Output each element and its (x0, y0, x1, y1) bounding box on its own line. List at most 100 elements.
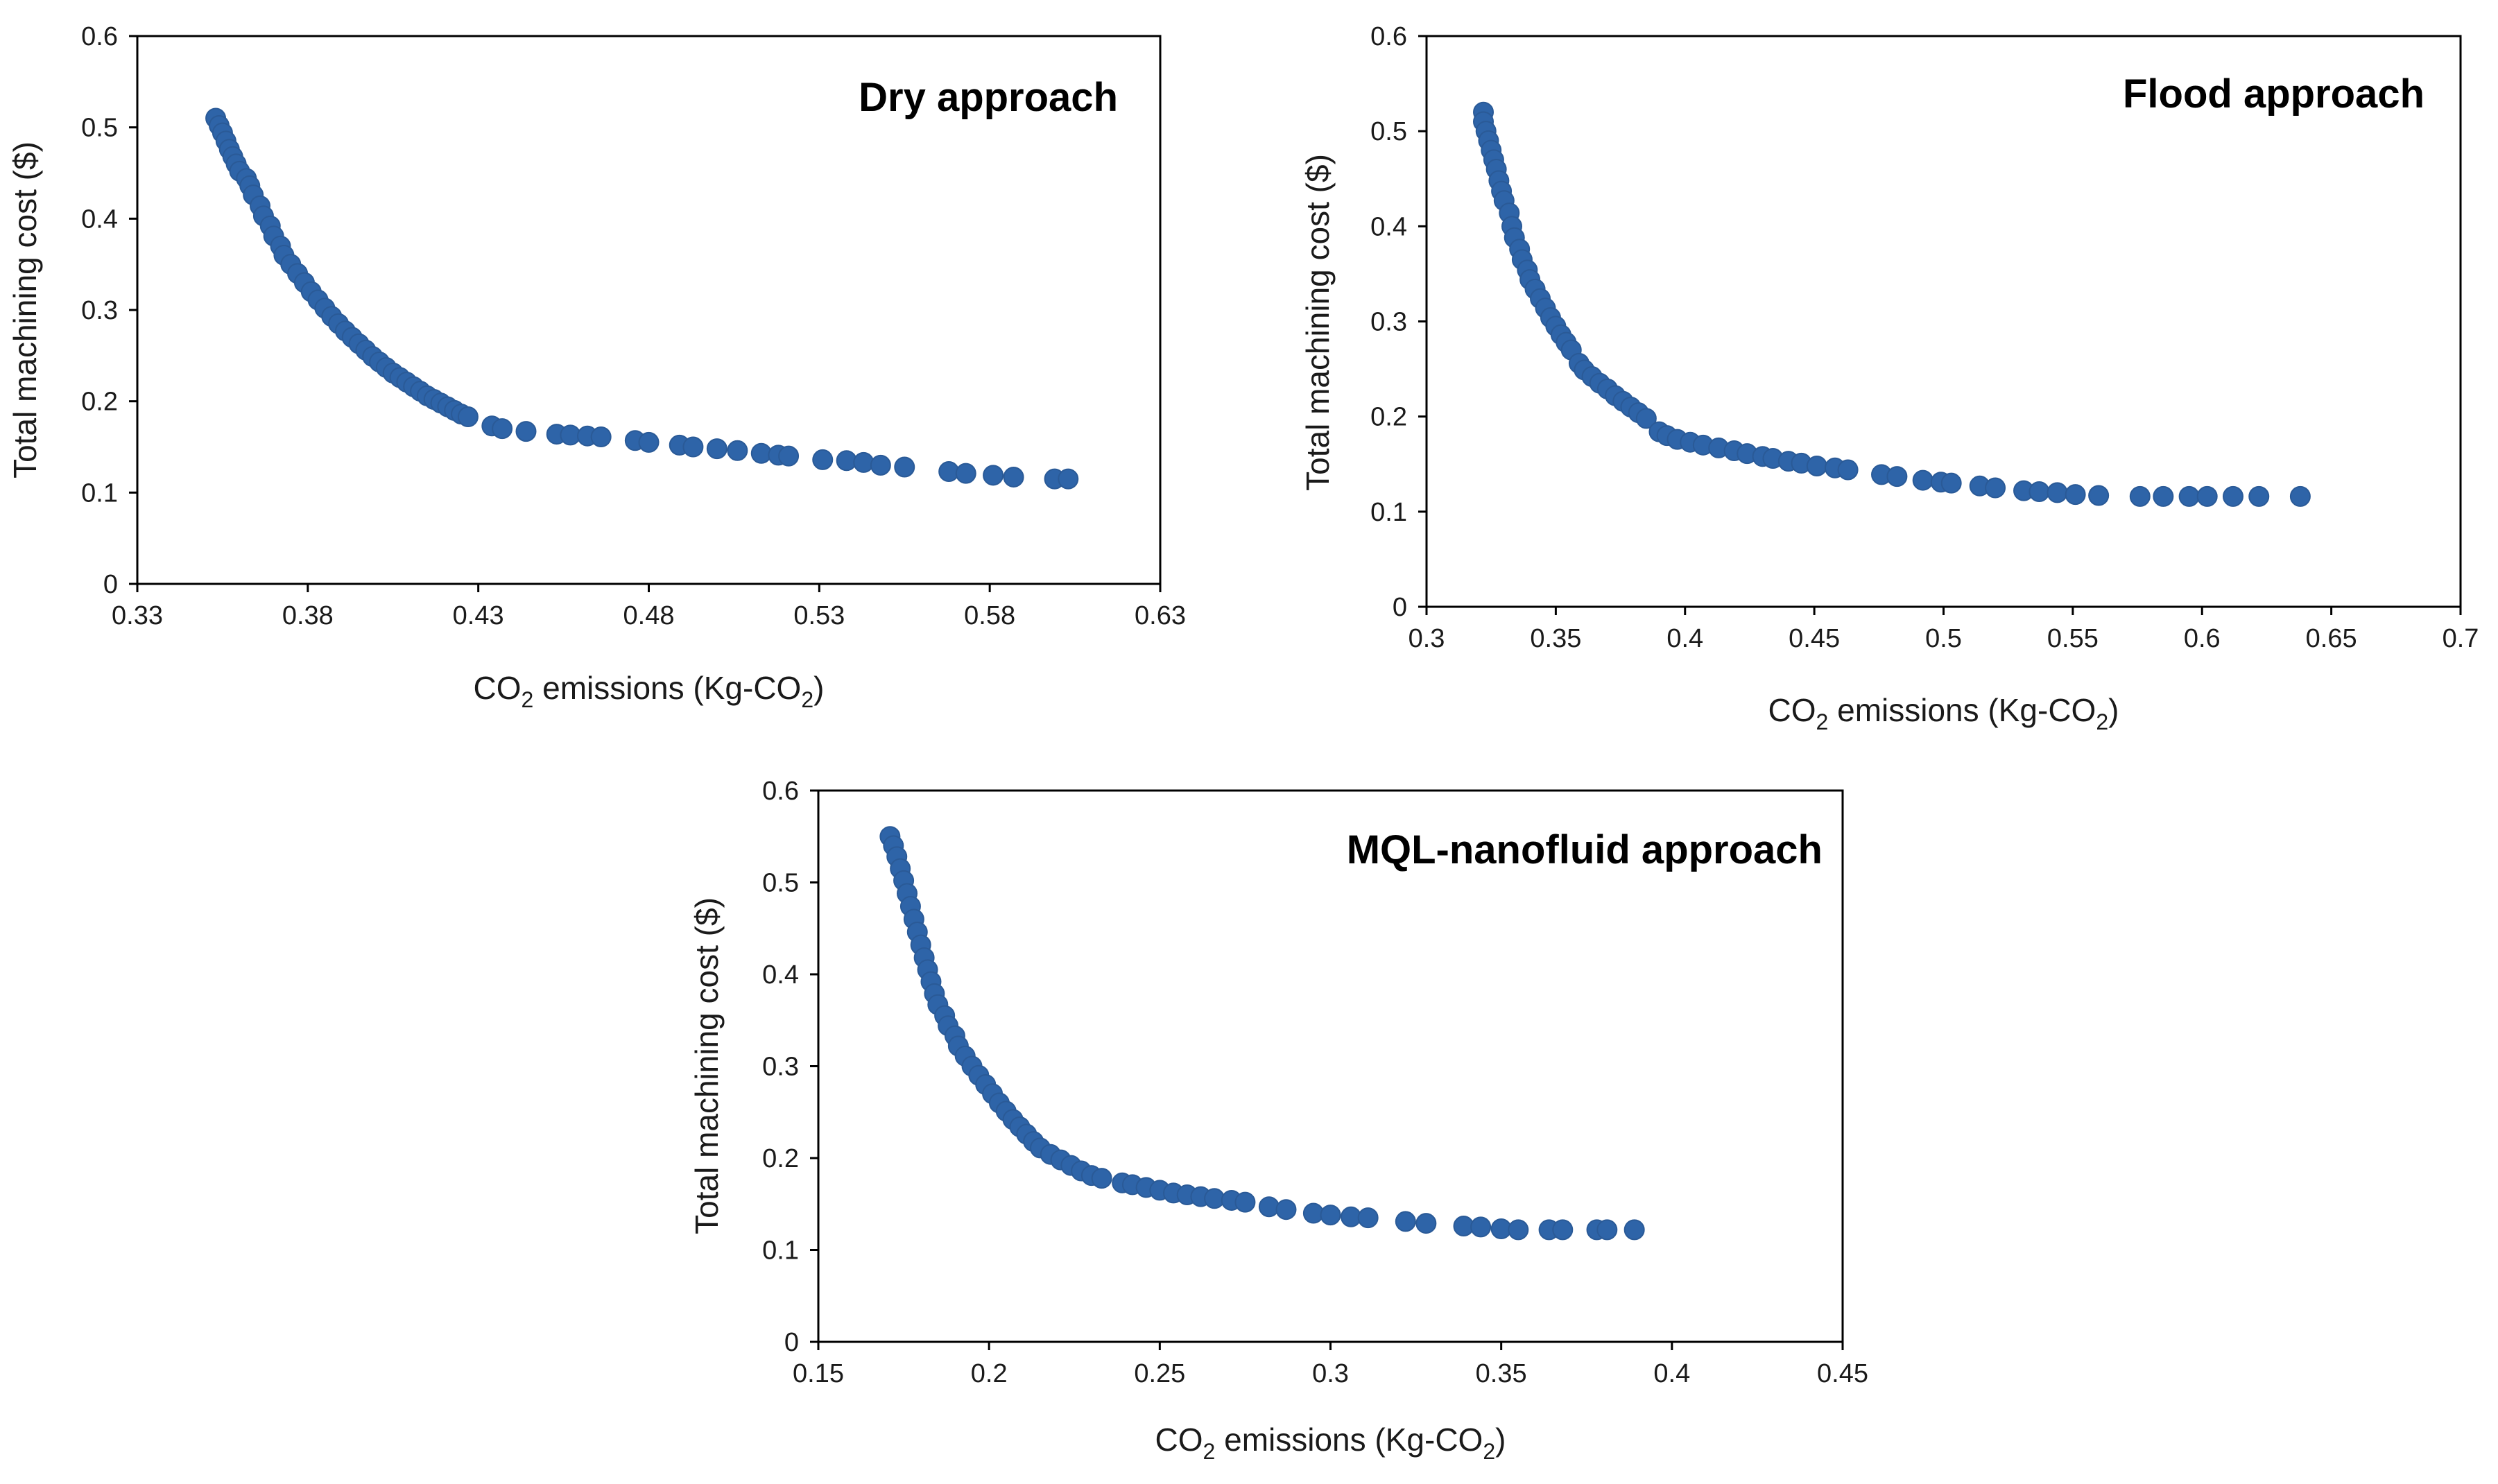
x-axis-label-part: emissions (Kg-CO (1215, 1422, 1483, 1458)
x-tick-label: 0.65 (2306, 624, 2357, 653)
data-point (2089, 486, 2108, 506)
y-tick-label: 0 (103, 570, 118, 599)
data-point (1838, 460, 1858, 479)
y-tick-label: 0.6 (762, 777, 799, 806)
data-point (2223, 487, 2243, 506)
data-point (1807, 456, 1827, 476)
data-point (1092, 1168, 1112, 1188)
y-tick-label: 0 (784, 1328, 799, 1357)
data-point (2153, 487, 2173, 506)
x-axis-label-part: CO (1155, 1422, 1203, 1458)
data-point (854, 453, 873, 472)
x-tick-label: 0.38 (282, 601, 334, 630)
data-point (939, 462, 958, 481)
y-tick-label: 0.4 (81, 205, 118, 234)
chart-title: Dry approach (859, 75, 1118, 120)
x-tick-label: 0.4 (1653, 1359, 1690, 1388)
x-tick-label: 0.45 (1789, 624, 1840, 653)
x-tick-label: 0.2 (971, 1359, 1008, 1388)
x-tick-label: 0.33 (112, 601, 163, 630)
data-point (2249, 487, 2268, 506)
data-point (1058, 469, 1078, 489)
plot-area-frame (1427, 36, 2461, 607)
chart-title: MQL-nanofluid approach (1347, 827, 1823, 872)
data-point (2291, 487, 2310, 506)
x-tick-label: 0.3 (1409, 624, 1445, 653)
x-tick-label: 0.45 (1817, 1359, 1868, 1388)
data-point (1276, 1200, 1295, 1219)
data-point (1553, 1220, 1572, 1239)
data-point (458, 407, 478, 426)
data-point (895, 457, 914, 476)
subscript-2: 2 (801, 687, 813, 712)
chart-mql: 0 0.1 0.2 0.3 0.4 0.5 0.6 0.15 0.2 0.25 0.3 0.35 0.4… (689, 777, 1868, 1464)
data-point (1986, 478, 2005, 498)
x-axis-label-part: CO (474, 670, 522, 706)
data-point (1205, 1189, 1224, 1208)
data-point (1597, 1220, 1617, 1239)
y-tick-label: 0 (1393, 593, 1407, 622)
data-point (707, 439, 727, 458)
data-point (813, 450, 832, 469)
y-tick-label: 0.1 (762, 1236, 799, 1266)
data-point (1004, 467, 1024, 487)
x-tick-label: 0.63 (1135, 601, 1186, 630)
x-tick-label: 0.4 (1666, 624, 1703, 653)
x-tick-label: 0.6 (2184, 624, 2221, 653)
data-point (683, 438, 703, 457)
x-axis-label-part: ) (1495, 1422, 1506, 1458)
x-tick-label: 0.7 (2443, 624, 2479, 653)
data-point (1625, 1220, 1644, 1239)
data-point (1942, 474, 1961, 493)
x-tick-label: 0.25 (1134, 1359, 1185, 1388)
data-point (2180, 487, 2199, 506)
data-point (727, 441, 747, 460)
data-point (1508, 1220, 1528, 1239)
x-axis-label-part: CO (1768, 692, 1816, 728)
data-point (871, 456, 890, 475)
x-tick-label: 0.53 (793, 601, 845, 630)
data-point (639, 433, 659, 452)
x-tick-label: 0.55 (2047, 624, 2099, 653)
data-point (492, 419, 512, 438)
y-tick-label: 0.5 (762, 869, 799, 898)
chart-dry: 0 0.1 0.2 0.3 0.4 0.5 0.6 0.33 0.38 0.43 0.48 0.53 0… (7, 22, 1186, 712)
y-tick-label: 0.4 (762, 960, 799, 990)
chart-flood: 0 0.1 0.2 0.3 0.4 0.5 0.6 0.3 0.35 0.4 0.45 0.5 0.55… (1300, 22, 2479, 734)
data-point (837, 451, 856, 470)
x-tick-label: 0.3 (1312, 1359, 1349, 1388)
x-tick-label: 0.15 (793, 1359, 844, 1388)
data-point (1396, 1211, 1415, 1231)
x-axis-label: CO2 emissions (Kg-CO2) (1768, 692, 2119, 734)
figure-canvas: 0 0.1 0.2 0.3 0.4 0.5 0.6 0.33 0.38 0.43 0.48 0.53 0… (0, 0, 2498, 1484)
x-tick-label: 0.43 (453, 601, 504, 630)
y-tick-label: 0.6 (81, 22, 118, 51)
y-tick-label: 0.1 (81, 478, 118, 508)
data-point (752, 444, 771, 463)
data-point (517, 422, 536, 441)
series-points (880, 827, 1644, 1239)
x-tick-label: 0.35 (1476, 1359, 1527, 1388)
subscript-2: 2 (2096, 709, 2108, 734)
data-point (1359, 1208, 1378, 1227)
x-tick-label: 0.58 (964, 601, 1015, 630)
data-point (2066, 485, 2085, 504)
x-axis-label-part: emissions (Kg-CO (1828, 692, 2096, 728)
x-tick-label: 0.48 (623, 601, 675, 630)
data-point (1235, 1193, 1255, 1212)
data-point (2198, 487, 2217, 506)
y-tick-label: 0.3 (81, 296, 118, 325)
data-point (983, 465, 1003, 485)
x-axis-label-part: ) (813, 670, 824, 706)
x-axis-label: CO2 emissions (Kg-CO2) (1155, 1422, 1506, 1464)
data-point (2029, 482, 2049, 501)
y-tick-label: 0.2 (762, 1144, 799, 1173)
data-point (1304, 1204, 1323, 1223)
x-tick-label: 0.35 (1530, 624, 1581, 653)
data-point (1321, 1205, 1341, 1225)
x-axis-label-part: ) (2108, 692, 2119, 728)
data-point (1913, 471, 1933, 490)
subscript-2: 2 (1816, 709, 1829, 734)
data-point (1471, 1217, 1490, 1236)
subscript-2: 2 (1203, 1439, 1216, 1464)
